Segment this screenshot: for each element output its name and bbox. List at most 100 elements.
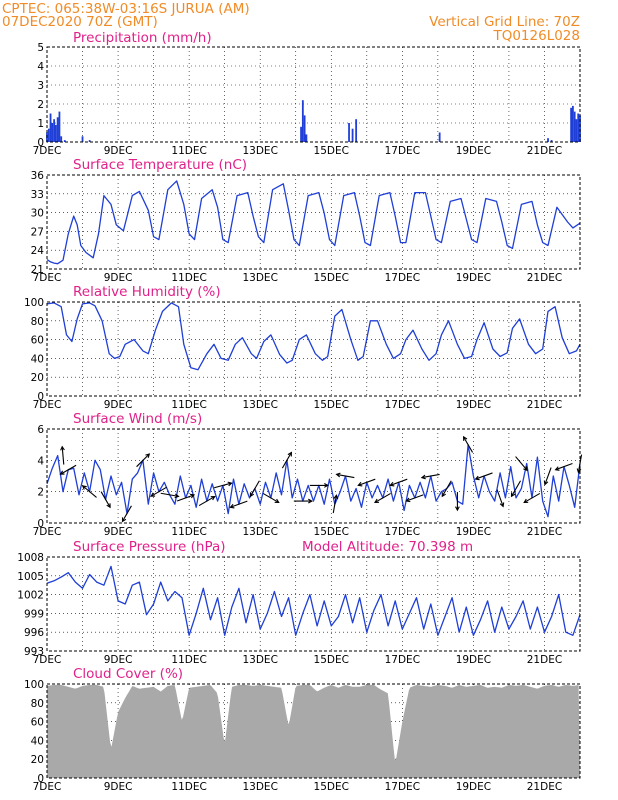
x-tick-label: 9DEC	[104, 145, 133, 157]
wind-arrow	[249, 480, 260, 498]
y-tick-label: 5	[37, 42, 44, 54]
y-tick-label: 40	[31, 353, 44, 365]
y-tick-label: 30	[31, 208, 44, 220]
x-tick-label: 17DEC	[385, 399, 420, 411]
y-tick-label: 33	[31, 189, 44, 201]
precipitation-bar	[355, 119, 358, 142]
y-tick-label: 0	[37, 518, 44, 530]
precipitation-bar	[547, 138, 549, 142]
y-tick-label: 100	[24, 297, 44, 309]
x-tick-label: 19DEC	[456, 272, 491, 284]
x-tick-label: 13DEC	[242, 781, 277, 793]
wind-arrow	[335, 472, 355, 479]
wind-arrow	[357, 478, 376, 487]
pressure-title: Surface Pressure (hPa)	[73, 539, 226, 555]
precipitation-bar	[301, 100, 304, 142]
x-tick-label: 19DEC	[456, 526, 491, 538]
x-tick-label: 21DEC	[527, 272, 562, 284]
x-tick-label: 19DEC	[456, 399, 491, 411]
x-tick-label: 21DEC	[527, 399, 562, 411]
precipitation-bar	[56, 117, 59, 142]
precipitation-bar	[577, 113, 580, 142]
y-tick-label: 80	[31, 698, 44, 710]
precipitation-bar	[579, 115, 581, 142]
x-tick-label: 21DEC	[527, 145, 562, 157]
y-tick-label: 80	[31, 316, 44, 328]
y-tick-label: 1	[37, 118, 44, 130]
x-tick-label: 17DEC	[385, 654, 420, 666]
y-tick-label: 3	[37, 80, 44, 92]
x-tick-label: 21DEC	[527, 781, 562, 793]
x-tick-label: 9DEC	[104, 399, 133, 411]
precipitation-bar	[54, 124, 57, 142]
y-tick-label: 1002	[17, 590, 44, 602]
wind-arrow	[262, 492, 280, 503]
y-tick-label: 27	[31, 226, 44, 238]
wind-arrow	[441, 480, 452, 498]
precipitation-bar	[53, 119, 56, 142]
x-tick-label: 13DEC	[242, 526, 277, 538]
x-tick-label: 9DEC	[104, 272, 133, 284]
x-tick-label: 11DEC	[171, 399, 206, 411]
panel-cloud-cover: Cloud Cover (%) 7DEC 9DEC 11DEC 13DEC 15DEC 1…	[24, 666, 581, 793]
precipitation-bar	[300, 126, 302, 142]
x-tick-label: 15DEC	[314, 526, 349, 538]
precipitation-bar	[571, 105, 574, 142]
x-tick-label: 11DEC	[171, 526, 206, 538]
x-tick-label: 21DEC	[527, 654, 562, 666]
wind-arrow	[150, 486, 167, 497]
wind-arrow	[510, 480, 522, 498]
x-tick-label: 7DEC	[33, 399, 62, 411]
wind-arrow	[455, 492, 460, 512]
wind-arrow	[463, 435, 474, 453]
y-tick-label: 20	[31, 754, 44, 766]
y-tick-label: 1005	[17, 571, 44, 583]
x-tick-label: 17DEC	[385, 781, 420, 793]
wind-arrow	[405, 494, 424, 503]
y-tick-label: 24	[31, 245, 45, 257]
x-tick-label: 11DEC	[171, 654, 206, 666]
wind-arrow	[554, 463, 573, 471]
wind-arrow	[474, 472, 493, 481]
x-tick-label: 19DEC	[456, 781, 491, 793]
panel-precipitation: Precipitation (mm/h) 7DEC 9DEC 11DEC 13DEC 1…	[33, 30, 581, 157]
y-tick-label: 100	[24, 679, 44, 691]
x-tick-label: 15DEC	[314, 272, 349, 284]
precipitation-bar	[88, 140, 91, 142]
x-tick-label: 11DEC	[171, 272, 206, 284]
wind-arrow	[121, 505, 132, 523]
wind-arrow	[81, 485, 97, 498]
precipitation-title: Precipitation (mm/h)	[73, 30, 212, 46]
x-tick-label: 7DEC	[33, 654, 62, 666]
precipitation-bar	[49, 113, 52, 142]
precipitation-bar	[348, 123, 350, 142]
header-vertical-grid-line: Vertical Grid Line: 70Z	[429, 14, 580, 30]
wind-arrow	[515, 456, 528, 472]
panel-frame	[46, 683, 581, 779]
wind-arrow	[60, 445, 65, 465]
panel-frame	[46, 428, 581, 524]
panel-frame	[46, 174, 581, 270]
wind-arrow	[523, 492, 541, 503]
x-tick-label: 15DEC	[314, 399, 349, 411]
y-tick-label: 4	[37, 61, 44, 73]
x-tick-label: 19DEC	[456, 145, 491, 157]
x-tick-label: 15DEC	[314, 654, 349, 666]
header-location: CPTEC: 065:38W-03:16S JURUA (AM)	[2, 1, 250, 17]
cloud-cover-area	[47, 684, 580, 778]
x-tick-label: 17DEC	[385, 526, 420, 538]
y-tick-label: 20	[31, 372, 44, 384]
y-tick-label: 0	[37, 773, 44, 785]
rh-line	[46, 302, 581, 371]
panel-relative-humidity: Relative Humidity (%) 7DEC 9DEC 11DEC 13DEC…	[24, 284, 581, 411]
y-tick-label: 993	[24, 646, 44, 658]
wind-title: Surface Wind (m/s)	[73, 411, 202, 427]
precipitation-bar	[570, 107, 573, 142]
x-tick-label: 17DEC	[385, 272, 420, 284]
x-tick-label: 7DEC	[33, 781, 62, 793]
x-tick-label: 15DEC	[314, 781, 349, 793]
y-tick-label: 60	[31, 335, 44, 347]
x-tick-label: 13DEC	[242, 654, 277, 666]
x-tick-label: 21DEC	[527, 526, 562, 538]
